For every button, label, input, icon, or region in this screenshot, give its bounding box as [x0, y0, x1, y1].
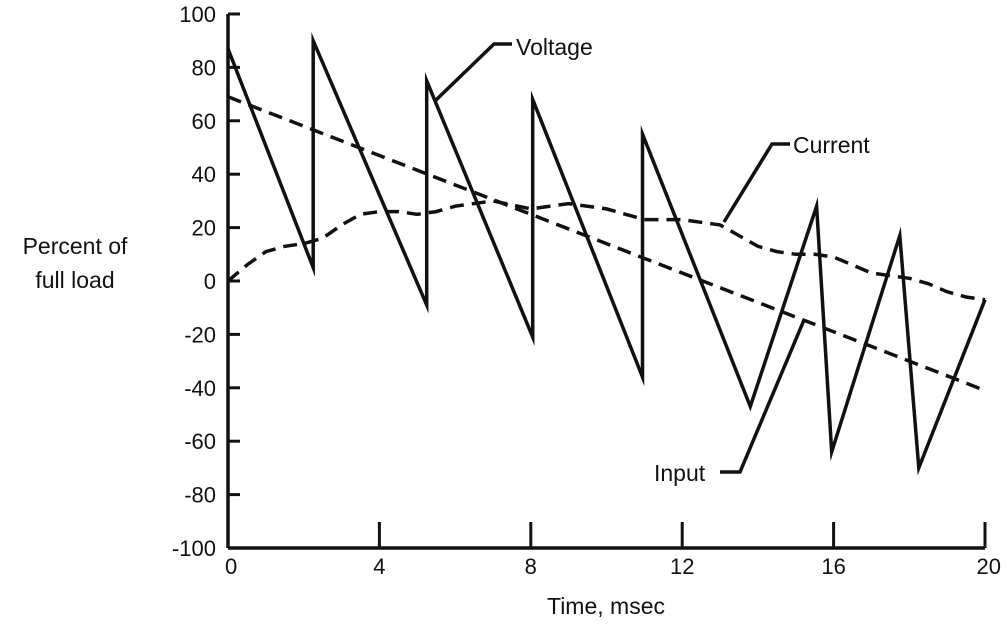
tick-labels: 100 80 60 40 20 0 -20 -40 -60 -80 -100 0 4 8 12 16 20	[172, 2, 1001, 579]
voltage-label: Voltage	[516, 34, 593, 60]
x-tick-label: 0	[225, 554, 237, 579]
y-tick-label: 0	[204, 269, 216, 294]
y-tick-label: -20	[184, 322, 216, 347]
y-tick-label: 100	[179, 2, 216, 27]
voltage-leader-line	[434, 42, 512, 102]
y-tick-label: -60	[184, 429, 216, 454]
series-annotations: Voltage Current Input	[434, 34, 870, 486]
x-tick-label: 20	[977, 554, 1001, 579]
current-label: Current	[793, 132, 870, 158]
x-tick-label: 4	[373, 554, 385, 579]
x-axis-title: Time, msec	[547, 593, 665, 619]
series-lines	[226, 32, 987, 476]
x-tick-label: 16	[821, 554, 845, 579]
current-series-line	[226, 199, 986, 302]
y-axis-title-line-1: Percent of	[23, 233, 128, 259]
input-label: Input	[654, 460, 706, 486]
current-leader-line	[722, 142, 790, 223]
y-tick-label: -40	[184, 376, 216, 401]
input-leader-line	[720, 319, 806, 474]
y-tick-label: -80	[184, 483, 216, 508]
axes	[226, 12, 987, 550]
voltage-series-line	[226, 32, 987, 476]
y-tick-label: -100	[172, 536, 216, 561]
x-tick-label: 12	[670, 554, 694, 579]
y-tick-label: 20	[192, 216, 216, 241]
y-axis-title-line-2: full load	[35, 267, 114, 293]
y-tick-label: 80	[192, 55, 216, 80]
y-tick-label: 60	[192, 109, 216, 134]
input-series-line	[227, 95, 986, 393]
x-tick-label: 8	[525, 554, 537, 579]
y-tick-label: 40	[192, 162, 216, 187]
